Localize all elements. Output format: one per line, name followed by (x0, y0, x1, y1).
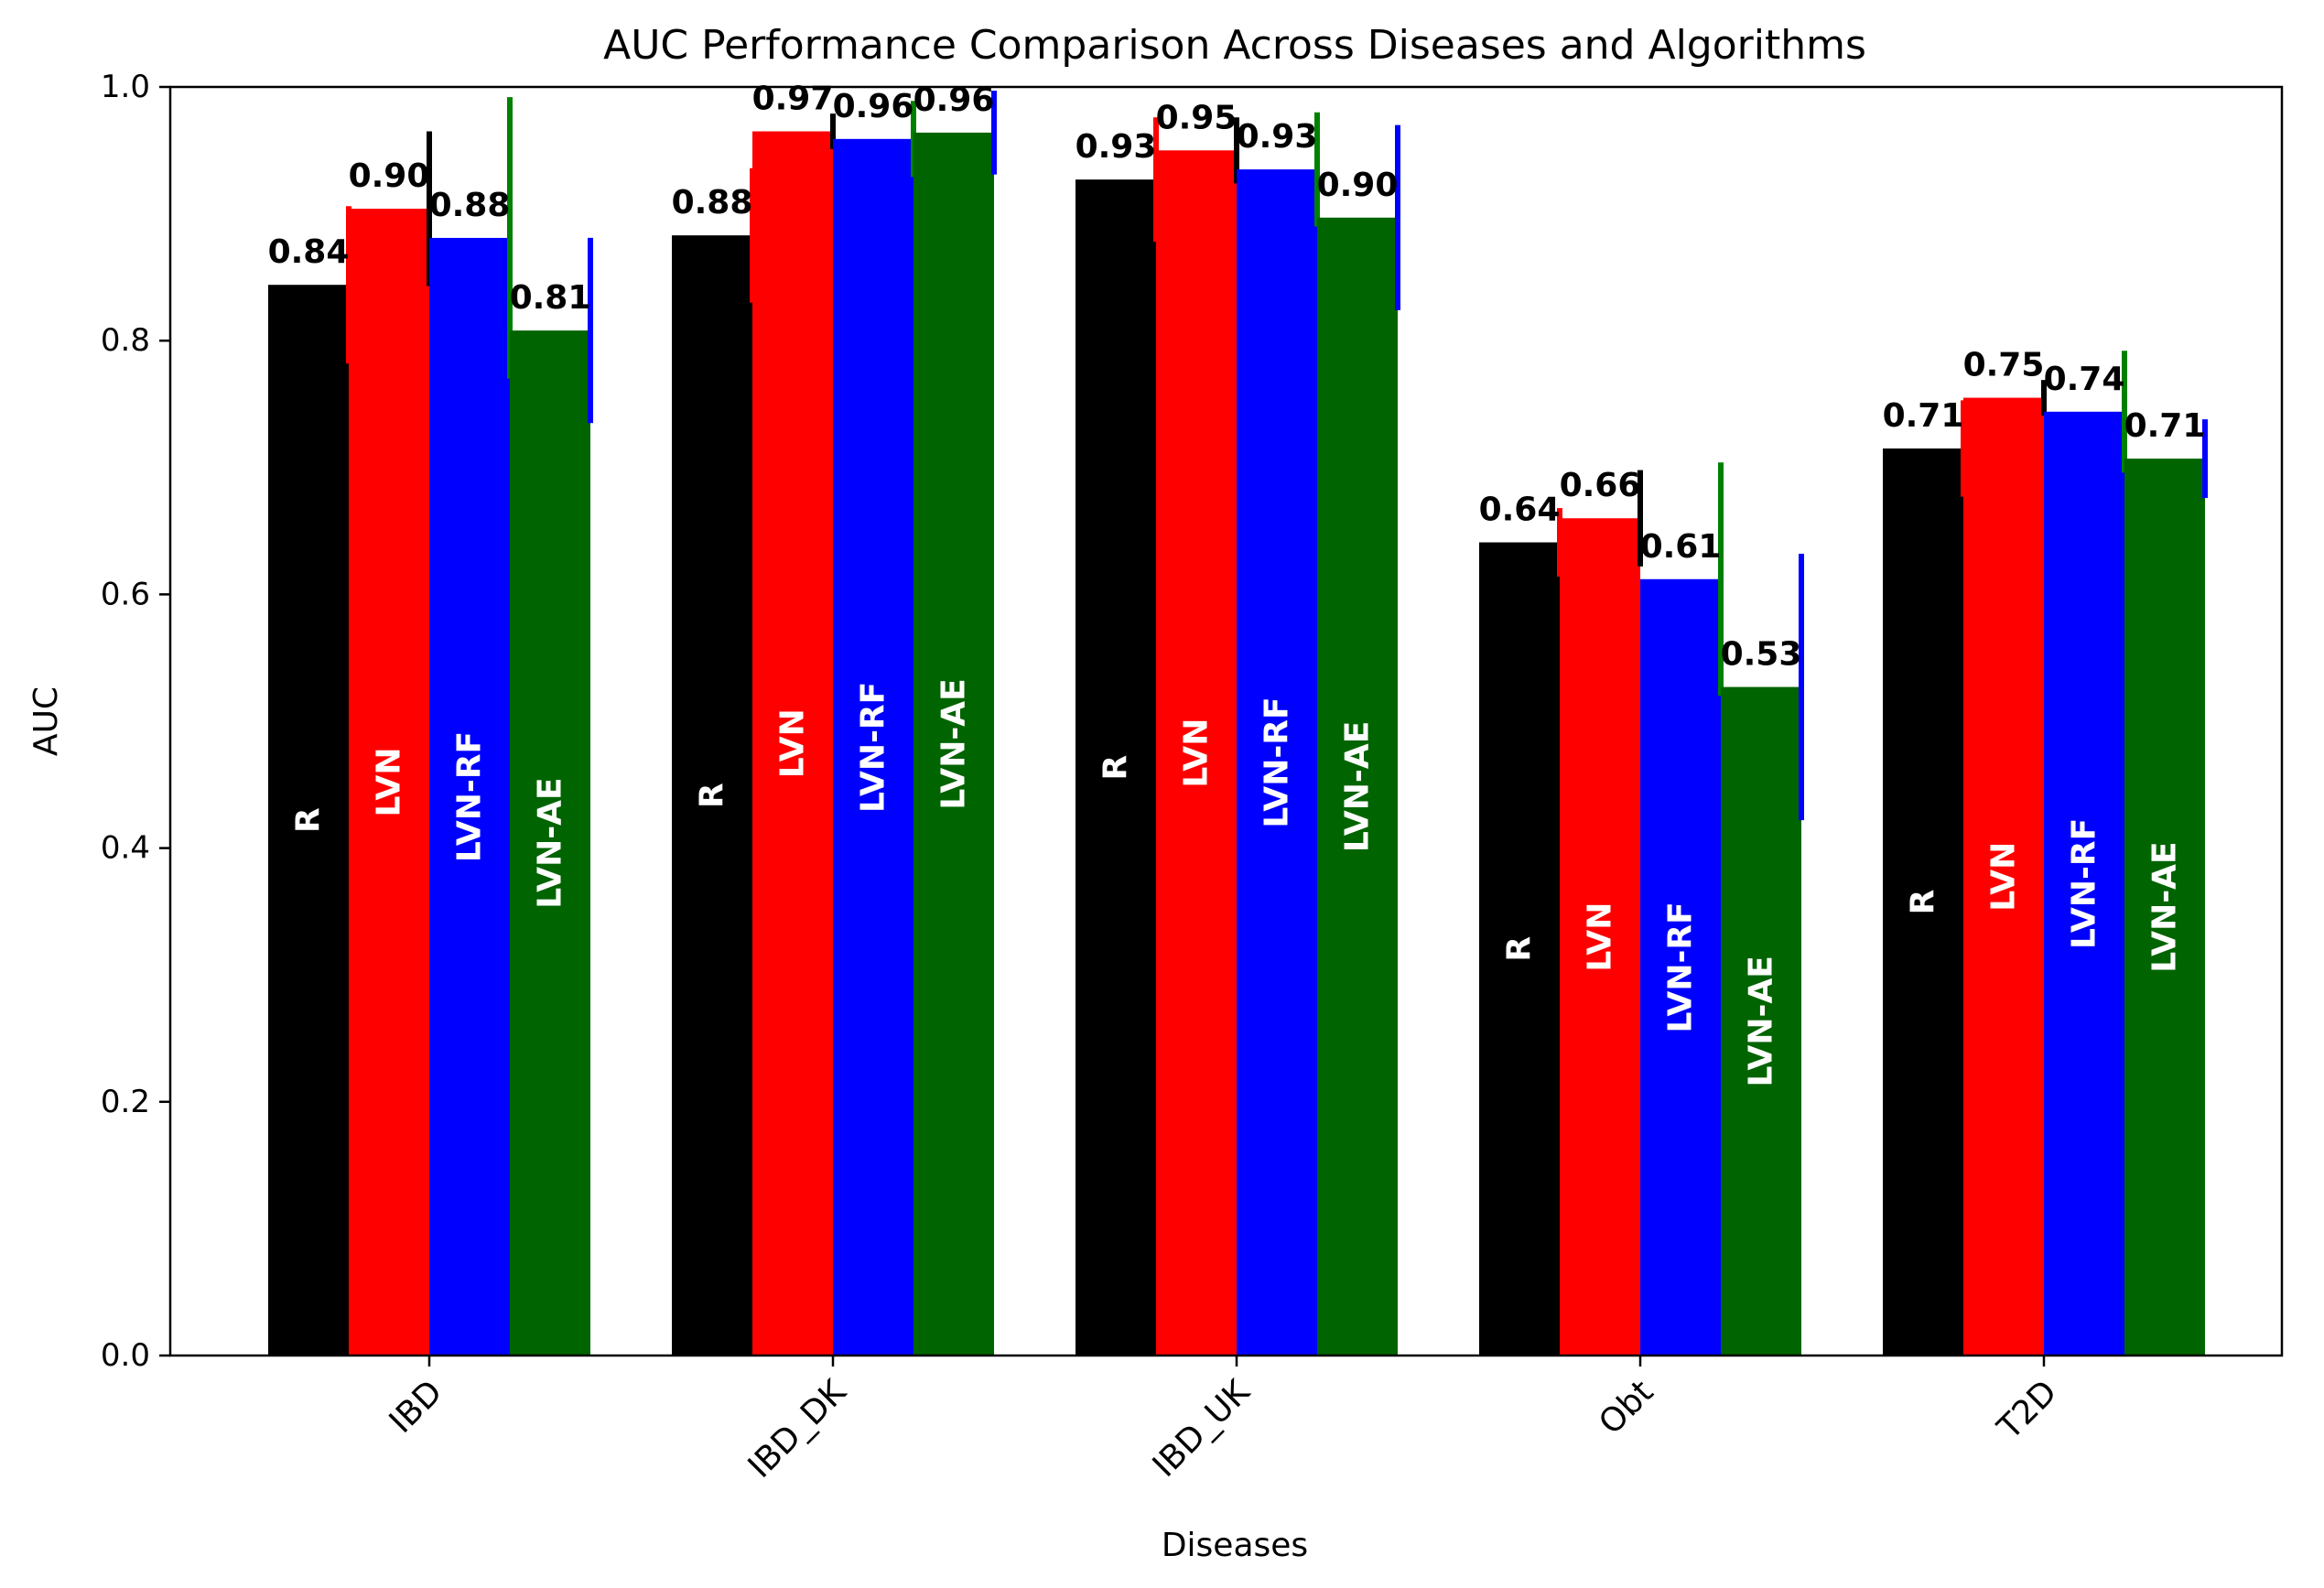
bar-IBD-LVN (349, 209, 429, 1356)
bar-series-label: LVN-AE (532, 777, 569, 908)
bar-IBD_UK-LVN (1156, 150, 1237, 1356)
bar-series-label: LVN-AE (2146, 841, 2184, 972)
bar-T2D-LVN (1963, 397, 2044, 1356)
bar-IBD_DK-R (672, 235, 752, 1356)
bar-IBD_UK-LVN-AE (1317, 217, 1398, 1356)
bar-series-label: LVN (371, 748, 408, 817)
data-label: 0.66 (1560, 467, 1641, 504)
x-axis-label: Diseases (1162, 1527, 1308, 1564)
y-tick-label: 0.4 (101, 830, 150, 867)
bar-IBD_DK-LVN (752, 131, 833, 1356)
data-label: 0.74 (2044, 361, 2125, 398)
data-label: 0.64 (1479, 492, 1561, 529)
bar-series-label: R (1905, 890, 1942, 915)
y-axis-label: AUC (27, 686, 65, 756)
data-label: 0.75 (1963, 347, 2045, 384)
bar-series-label: LVN-RF (451, 731, 489, 862)
bar-series-label: LVN-AE (1339, 721, 1377, 852)
bar-IBD_UK-LVN-RF (1237, 169, 1317, 1356)
data-label: 0.81 (510, 279, 591, 317)
data-label: 0.96 (833, 88, 914, 125)
bar-series-label: LVN-RF (1662, 902, 1700, 1032)
bar-series-label: R (290, 807, 328, 833)
bar-series-label: LVN-RF (2066, 818, 2103, 949)
data-label: 0.61 (1640, 528, 1722, 566)
chart-title: AUC Performance Comparison Across Diseas… (603, 22, 1866, 69)
bar-IBD-LVN-RF (429, 237, 510, 1356)
data-label: 0.97 (752, 81, 834, 118)
data-label: 0.53 (1721, 636, 1802, 674)
data-label: 0.88 (429, 187, 511, 224)
bar-Obt-LVN-RF (1640, 578, 1721, 1356)
bar-series-label: LVN (1178, 718, 1216, 788)
bar-T2D-R (1883, 448, 1963, 1356)
bar-Obt-LVN-AE (1721, 686, 1801, 1356)
bar-series-label: LVN-AE (1743, 956, 1780, 1086)
bar-series-label: LVN (1985, 842, 2023, 912)
bar-series-label: LVN-AE (935, 678, 973, 809)
bar-T2D-LVN-RF (2044, 411, 2124, 1356)
y-axis: 0.0 0.2 0.4 0.6 0.8 1.0 (101, 69, 170, 1374)
plot-area: R 0.84 LVN 0.90 LVN-RF 0.88 LVN-AE 0.81 R 0.88 LVN… (268, 81, 2208, 1356)
data-label: 0.90 (349, 157, 430, 195)
bar-IBD-LVN-AE (510, 330, 590, 1356)
data-label: 0.71 (2124, 407, 2206, 445)
bar-T2D-LVN-AE (2124, 459, 2205, 1356)
bar-series-label: LVN (774, 708, 812, 778)
y-tick-label: 1.0 (101, 69, 150, 105)
data-label: 0.84 (268, 233, 350, 271)
bar-series-label: R (1501, 936, 1539, 962)
bar-series-label: LVN-RF (1259, 697, 1296, 827)
bar-Obt-R (1479, 542, 1560, 1356)
data-label: 0.93 (1237, 118, 1318, 156)
axes-frame (168, 85, 2284, 1357)
bar-series-label: R (694, 783, 731, 808)
bar-series-label: LVN-RF (855, 682, 892, 813)
data-label: 0.93 (1076, 128, 1157, 166)
y-tick-label: 0.8 (101, 322, 150, 359)
bar-IBD_UK-R (1076, 179, 1156, 1356)
data-label: 0.90 (1317, 167, 1399, 204)
bar-IBD_DK-LVN-AE (913, 132, 994, 1356)
y-tick-label: 0.6 (101, 576, 150, 612)
data-label: 0.88 (672, 184, 753, 221)
data-label: 0.95 (1156, 99, 1238, 136)
bar-IBD-R (268, 285, 349, 1356)
bar-Obt-LVN (1560, 518, 1640, 1356)
y-tick-label: 0.2 (101, 1084, 150, 1120)
bar-IBD_DK-LVN-RF (833, 138, 913, 1356)
bar-series-label: LVN (1582, 902, 1619, 972)
data-label: 0.71 (1883, 397, 1964, 435)
bar-series-label: R (1097, 755, 1135, 781)
y-tick-label: 0.0 (101, 1337, 150, 1374)
